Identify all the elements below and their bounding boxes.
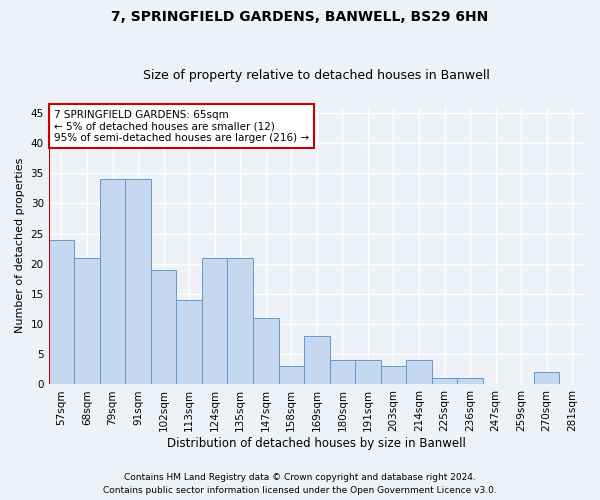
Bar — [304, 336, 329, 384]
Title: Size of property relative to detached houses in Banwell: Size of property relative to detached ho… — [143, 69, 490, 82]
Bar — [100, 179, 125, 384]
Bar — [202, 258, 227, 384]
Bar — [74, 258, 100, 384]
Bar — [534, 372, 559, 384]
Bar — [329, 360, 355, 384]
Bar — [176, 300, 202, 384]
Bar — [227, 258, 253, 384]
Bar — [151, 270, 176, 384]
Bar — [49, 240, 74, 384]
Y-axis label: Number of detached properties: Number of detached properties — [15, 158, 25, 334]
X-axis label: Distribution of detached houses by size in Banwell: Distribution of detached houses by size … — [167, 437, 466, 450]
Bar — [432, 378, 457, 384]
Text: 7, SPRINGFIELD GARDENS, BANWELL, BS29 6HN: 7, SPRINGFIELD GARDENS, BANWELL, BS29 6H… — [112, 10, 488, 24]
Bar — [253, 318, 278, 384]
Bar — [278, 366, 304, 384]
Bar — [380, 366, 406, 384]
Bar — [125, 179, 151, 384]
Bar — [355, 360, 380, 384]
Bar — [457, 378, 483, 384]
Text: 7 SPRINGFIELD GARDENS: 65sqm
← 5% of detached houses are smaller (12)
95% of sem: 7 SPRINGFIELD GARDENS: 65sqm ← 5% of det… — [54, 110, 309, 143]
Text: Contains HM Land Registry data © Crown copyright and database right 2024.
Contai: Contains HM Land Registry data © Crown c… — [103, 474, 497, 495]
Bar — [406, 360, 432, 384]
